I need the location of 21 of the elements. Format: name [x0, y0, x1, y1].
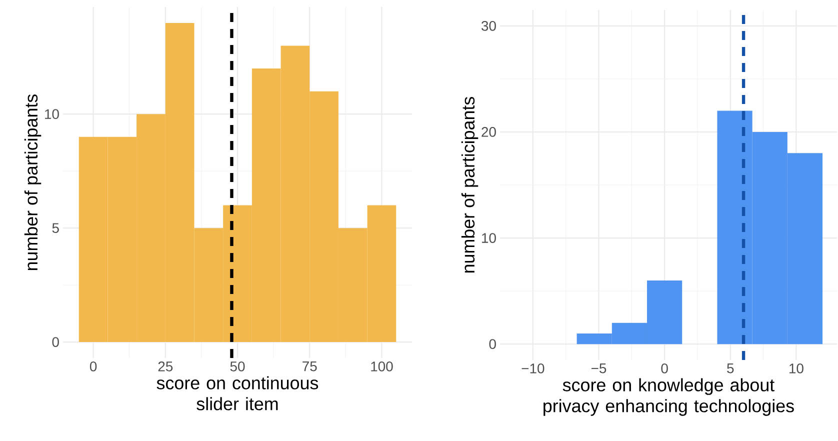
- x-tick-label: 5: [727, 364, 734, 374]
- x-axis-title: score on knowledge about privacy enhancing technologies: [544, 378, 794, 416]
- y-tick-label: 10: [45, 109, 59, 120]
- x-tick-label: −5: [591, 364, 606, 374]
- y-axis-title: number of participants: [461, 96, 478, 273]
- y-tick-label: 5: [52, 223, 59, 233]
- x-tick-label: 0: [90, 361, 97, 372]
- y-tick-label: 30: [482, 20, 496, 31]
- y-tick-label: 0: [489, 339, 496, 350]
- y-tick-label: 20: [482, 127, 496, 137]
- x-tick-label: 25: [158, 361, 173, 372]
- y-axis-title: number of participants: [24, 94, 42, 270]
- x-tick-label: 10: [790, 363, 804, 374]
- x-axis-title: score on continuous slider item: [156, 376, 318, 410]
- y-tick-label: 0: [52, 337, 59, 347]
- x-tick-label: 100: [371, 361, 393, 372]
- x-tick-label: 50: [230, 361, 245, 372]
- y-tick-label: 10: [482, 233, 496, 243]
- x-tick-label: −10: [522, 363, 544, 374]
- x-tick-label: 0: [661, 363, 668, 374]
- x-tick-label: 75: [302, 362, 317, 372]
